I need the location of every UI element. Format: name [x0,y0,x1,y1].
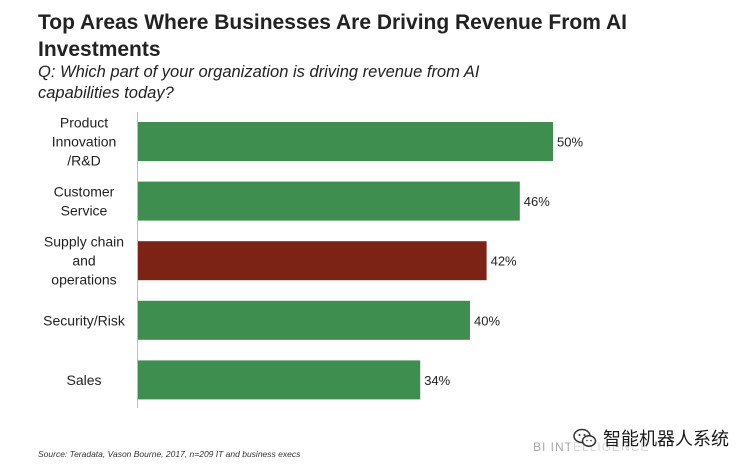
category-label-line: Innovation [52,134,117,150]
category-label-line: and [72,253,95,269]
source-note: Source: Teradata, Vason Bourne, 2017, n=… [38,449,301,459]
bar [138,300,470,340]
category-label-line: Customer [54,184,115,200]
category-label-line: Sales [66,372,101,388]
category-label-line: /R&D [67,153,100,169]
data-label: 50% [557,135,583,150]
category-label: Sales [66,372,101,388]
category-label-line: Security/Risk [43,312,126,328]
chart-subtitle: Q: Which part of your organization is dr… [38,63,480,102]
bar [138,181,520,221]
category-label-line: Supply chain [44,234,124,250]
category-label: Supply chain and operations [44,234,124,288]
wechat-icon [573,428,597,447]
category-label: Security/Risk [43,312,126,328]
watermark-text: 智能机器人系统 [603,429,729,450]
category-label-line: Product [60,115,108,131]
bar [138,360,421,400]
watermark: 智能机器人系统 [570,424,732,452]
category-label: Customer Service [54,184,115,219]
bar [138,122,553,161]
bar-chart: 50% Product Innovation/R&D 46% Customer Servi… [43,112,583,408]
category-label-line: operations [51,272,116,288]
chart-title: Top Areas Where Businesses Are Driving R… [38,11,627,61]
category-label-line: Service [61,203,108,219]
data-label: 42% [491,254,517,269]
data-label: 46% [524,194,550,209]
data-label: 40% [474,313,500,328]
bar [138,241,487,281]
data-label: 34% [424,373,450,388]
category-label: Product Innovation/R&D [52,115,117,169]
